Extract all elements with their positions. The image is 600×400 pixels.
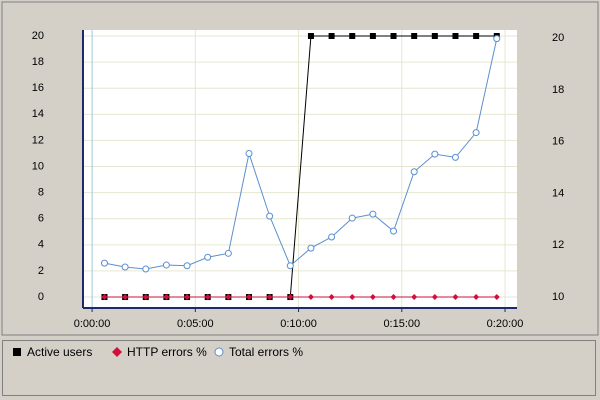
marker xyxy=(286,262,294,270)
legend-icon xyxy=(214,347,224,357)
marker xyxy=(307,244,315,252)
marker xyxy=(245,149,253,157)
legend: Active users HTTP errors % Total errors … xyxy=(2,340,596,396)
marker xyxy=(100,259,108,267)
marker xyxy=(431,150,439,158)
marker xyxy=(101,294,108,301)
marker xyxy=(473,294,480,301)
marker xyxy=(472,129,480,137)
y-tick-label: 16 xyxy=(32,82,44,94)
marker xyxy=(204,253,212,261)
y-tick-label: 2 xyxy=(38,265,44,277)
legend-icon xyxy=(13,348,21,356)
legend-icon xyxy=(112,347,122,357)
y2-tick-label: 18 xyxy=(552,84,564,96)
legend-item: HTTP errors % xyxy=(111,345,207,359)
x-tick-label: 0:10:00 xyxy=(280,318,317,330)
marker xyxy=(452,294,459,301)
x-tick-label: 0:05:00 xyxy=(177,318,214,330)
marker xyxy=(348,214,356,222)
marker xyxy=(307,294,314,301)
y2-tick-label: 20 xyxy=(552,32,564,44)
marker xyxy=(142,265,150,273)
marker xyxy=(410,168,418,176)
marker xyxy=(328,294,335,301)
legend-label: Total errors % xyxy=(229,345,304,359)
legend-item: Active users xyxy=(11,345,92,359)
y-tick-label: 12 xyxy=(32,134,44,146)
legend-label: Active users xyxy=(27,345,93,359)
legend-label: HTTP errors % xyxy=(127,345,207,359)
marker xyxy=(369,294,376,301)
marker xyxy=(390,227,398,235)
marker xyxy=(369,33,376,40)
y-tick-label: 10 xyxy=(32,160,44,172)
marker xyxy=(121,263,129,271)
marker xyxy=(224,249,232,257)
x-tick-label: 0:20:00 xyxy=(487,318,524,330)
marker xyxy=(266,212,274,220)
marker xyxy=(493,294,500,301)
marker xyxy=(369,210,377,218)
marker xyxy=(328,233,336,241)
y2-tick-label: 10 xyxy=(552,291,564,303)
marker xyxy=(349,294,356,301)
chart: 0 2 4 6 8 10 12 14 16 18 20 10 12 14 16 18 20 0:00:00 0:05… xyxy=(1,1,599,336)
y-tick-label: 6 xyxy=(38,213,44,225)
marker xyxy=(493,35,501,43)
y-tick-label: 8 xyxy=(38,187,44,199)
marker xyxy=(349,33,356,40)
marker xyxy=(452,33,459,40)
marker xyxy=(328,33,335,40)
y-tick-label: 4 xyxy=(38,239,44,251)
marker xyxy=(266,294,273,301)
marker xyxy=(287,294,294,301)
marker xyxy=(183,262,191,270)
marker xyxy=(431,33,438,40)
marker xyxy=(307,33,314,40)
y2-tick-label: 16 xyxy=(552,136,564,148)
marker xyxy=(142,294,149,301)
marker xyxy=(163,294,170,301)
y-tick-label: 20 xyxy=(32,30,44,42)
marker xyxy=(184,294,191,301)
marker xyxy=(122,294,129,301)
marker xyxy=(473,33,480,40)
marker xyxy=(411,33,418,40)
marker xyxy=(411,294,418,301)
y2-tick-label: 14 xyxy=(552,187,564,199)
y-tick-label: 18 xyxy=(32,56,44,68)
x-tick-label: 0:00:00 xyxy=(74,318,111,330)
marker xyxy=(451,153,459,161)
marker xyxy=(390,33,397,40)
marker xyxy=(431,294,438,301)
marker xyxy=(246,294,253,301)
x-tick-label: 0:15:00 xyxy=(383,318,420,330)
marker xyxy=(162,261,170,269)
marker xyxy=(225,294,232,301)
y-tick-label: 14 xyxy=(32,108,44,120)
y-tick-label: 0 xyxy=(38,291,44,303)
marker xyxy=(204,294,211,301)
marker xyxy=(390,294,397,301)
y2-tick-label: 12 xyxy=(552,239,564,251)
legend-item: Total errors % xyxy=(213,345,303,359)
